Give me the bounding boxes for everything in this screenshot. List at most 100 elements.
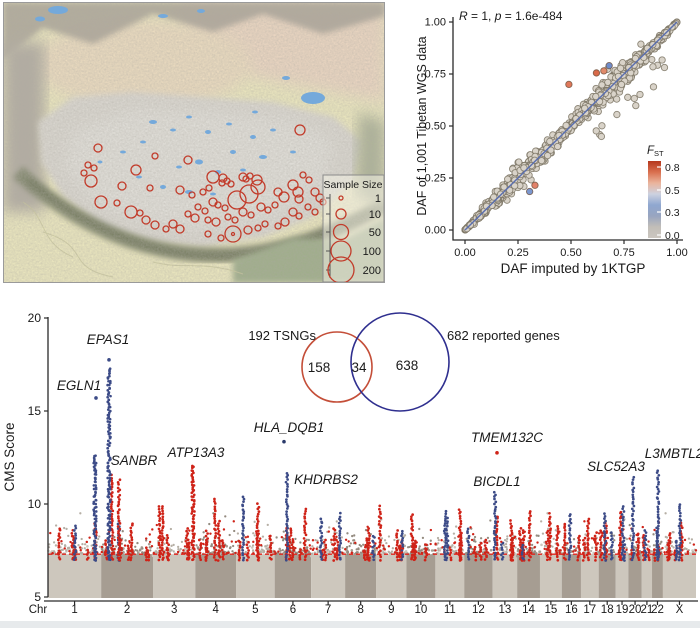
sample-site-circle (190, 213, 200, 223)
fst-tick-label: 0.3 (665, 207, 680, 219)
sample-site-circle (238, 207, 248, 217)
sample-site-circle (264, 206, 272, 214)
scatter-x-label: DAF imputed by 1KTGP (501, 261, 646, 276)
sample-site-circle (218, 179, 226, 187)
legend-size-label: 1 (375, 193, 381, 205)
sample-site-circle (227, 190, 247, 210)
manhattan-points (0, 295, 700, 628)
legend-size-circle (330, 240, 352, 262)
gene-label: KHDRBS2 (294, 472, 358, 487)
sample-site-circle (280, 217, 290, 227)
sample-site-circle (205, 184, 213, 192)
chr-axis-label: Chr (29, 604, 48, 616)
x-tick-label: 0.75 (613, 247, 634, 259)
sample-site-circle (288, 207, 298, 217)
sample-site-circle (294, 194, 304, 204)
scatter-y-label: DAF of 1,001 Tibetan WGS data (415, 36, 429, 215)
fst-tick-label: 0.5 (665, 185, 680, 197)
sample-site-circle (230, 231, 236, 237)
sample-site-circle (299, 171, 307, 179)
sample-site-circle (224, 225, 242, 243)
cms-y-tick-label: 5 (34, 590, 41, 604)
sample-site-circle (254, 224, 262, 232)
sample-site-circle (243, 225, 253, 235)
gene-label: SLC52A3 (587, 459, 645, 474)
gene-label: L3MBTL2 (645, 446, 700, 461)
sample-site-circle (310, 187, 320, 197)
sample-site-circle (184, 210, 192, 218)
sample-site-circle (221, 204, 229, 212)
gene-label: EGLN1 (57, 378, 101, 393)
fst-legend: FST 0.8 0.5 0.3 0.0 (647, 145, 680, 242)
sample-site-circle (251, 174, 263, 186)
map-legend: Sample Size 1 10 50 100 200 (322, 174, 385, 283)
venn-right-circle (350, 312, 450, 412)
sample-site-circle (194, 203, 202, 211)
sample-site-circle (141, 215, 151, 225)
venn-intersection-count: 34 (351, 360, 367, 375)
scatter-overlay: 1.00 0.75 0.50 0.25 0.00 0.00 0.25 0.50 0.75 1.00… (415, 9, 688, 276)
sample-site-circle (261, 220, 269, 228)
sample-site-circle (214, 201, 222, 209)
sample-site-circle (199, 188, 207, 196)
chr-label: 8 (357, 604, 363, 616)
chr-label: 6 (290, 604, 296, 616)
fst-tick-label: 0.8 (665, 162, 680, 174)
chr-label: 13 (498, 604, 511, 616)
y-tick-label: 1.00 (425, 17, 446, 29)
sample-site-circle (294, 124, 306, 136)
map-legend-box (322, 174, 385, 283)
sample-site-circle (188, 191, 196, 199)
sample-site-circle (183, 155, 193, 165)
manhattan-panel: 20 15 10 5 1 2 3 4 5 6 7 8 9 10 11 12 13 14 15 16 17 18 19 20 2… (0, 295, 700, 628)
x-tick-label: 0.25 (507, 247, 528, 259)
chr-label: 10 (414, 604, 427, 616)
chr-label: 14 (522, 604, 535, 616)
chr-label: 7 (325, 604, 331, 616)
sample-site-circle (204, 216, 212, 224)
legend-size-label: 100 (363, 246, 381, 258)
manhattan-y-label: CMS Score (2, 422, 17, 491)
sample-site-circle (292, 186, 304, 198)
venn-right-label: 682 reported genes (447, 328, 560, 343)
y-tick-label: 0.75 (425, 69, 446, 81)
venn-left-label: 192 TSNGs (248, 328, 316, 343)
map-lakes (35, 6, 325, 196)
sample-site-circle (80, 169, 88, 177)
sample-site-circle (168, 219, 178, 229)
sample-site-circle (305, 176, 313, 184)
chr-label: 5 (252, 604, 258, 616)
sample-site-circle (271, 201, 279, 209)
sample-site-circle (201, 207, 209, 215)
sample-site-circle (311, 208, 319, 216)
legend-size-circle (327, 256, 355, 283)
chr-label: 1 (71, 604, 77, 616)
sample-site-circle (242, 175, 250, 183)
gene-label: HLA_DQB1 (254, 420, 325, 435)
map-panel: Sample Size 1 10 50 100 200 (3, 2, 385, 283)
cms-y-tick-label: 15 (28, 404, 42, 418)
chr-label: X (676, 604, 684, 616)
sample-site-circle (211, 217, 221, 227)
x-tick-label: 1.00 (666, 247, 687, 259)
chr-label: 4 (212, 604, 219, 616)
chr-label: 9 (388, 604, 394, 616)
chr-label: 17 (583, 604, 596, 616)
sample-site-circle (217, 234, 225, 242)
legend-size-circle (332, 223, 350, 241)
chr-label: 11 (444, 604, 456, 616)
legend-size-circle (338, 195, 344, 201)
sample-site-circle (90, 164, 98, 172)
fst-legend-title: FST (647, 145, 664, 158)
sample-site-circle (278, 191, 290, 203)
legend-size-label: 10 (369, 209, 381, 221)
chr-label: 12 (472, 604, 485, 616)
sample-site-circle (295, 212, 303, 220)
y-tick-label: 0.50 (425, 121, 446, 133)
sample-site-circle (84, 161, 92, 169)
fst-gradient-bar (648, 161, 661, 238)
venn-right-count: 638 (396, 358, 419, 373)
sample-site-circle (304, 203, 312, 211)
sample-site-circle (224, 213, 232, 221)
legend-size-label: 200 (363, 265, 381, 277)
